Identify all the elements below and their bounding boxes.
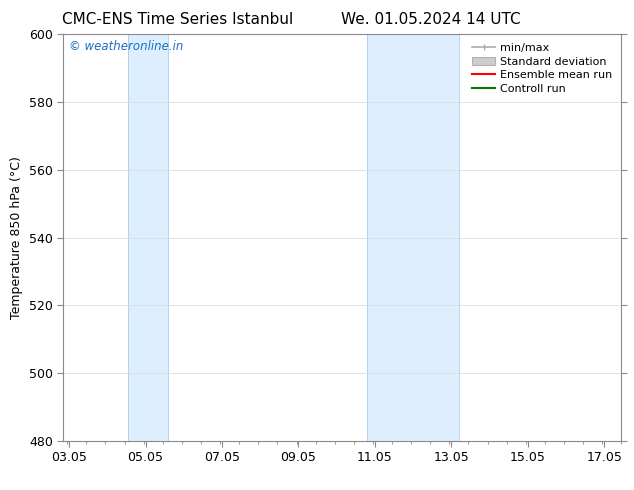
Legend: min/max, Standard deviation, Ensemble mean run, Controll run: min/max, Standard deviation, Ensemble me… <box>469 40 616 97</box>
Text: CMC-ENS Time Series Istanbul: CMC-ENS Time Series Istanbul <box>62 12 293 27</box>
Text: © weatheronline.in: © weatheronline.in <box>69 40 183 53</box>
Bar <box>367 34 459 441</box>
Y-axis label: Temperature 850 hPa (°C): Temperature 850 hPa (°C) <box>10 156 23 319</box>
Text: We. 01.05.2024 14 UTC: We. 01.05.2024 14 UTC <box>341 12 521 27</box>
Bar <box>127 34 169 441</box>
